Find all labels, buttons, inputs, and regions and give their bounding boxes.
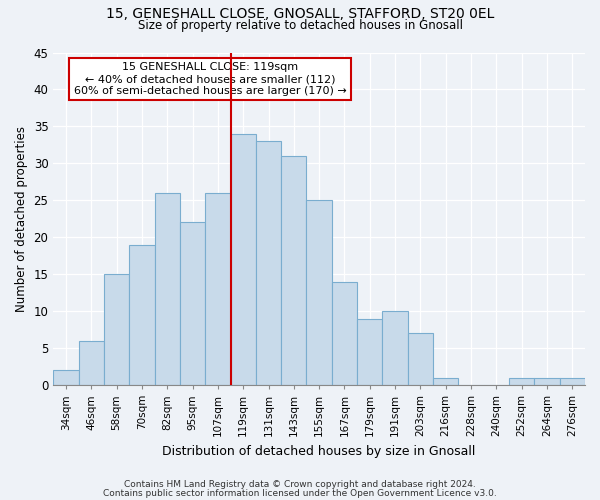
Bar (79, 340, 104, 385)
Bar (155, 193, 180, 385)
Bar (509, 378, 535, 385)
Bar (281, 156, 307, 385)
Bar (408, 334, 433, 385)
Bar (205, 193, 230, 385)
Bar (53, 370, 79, 385)
Text: Contains HM Land Registry data © Crown copyright and database right 2024.: Contains HM Land Registry data © Crown c… (124, 480, 476, 489)
Bar (332, 282, 357, 385)
Bar (307, 200, 332, 385)
Bar (180, 222, 205, 385)
X-axis label: Distribution of detached houses by size in Gnosall: Distribution of detached houses by size … (163, 444, 476, 458)
Bar (230, 134, 256, 385)
Bar (357, 318, 382, 385)
Bar (382, 311, 408, 385)
Y-axis label: Number of detached properties: Number of detached properties (15, 126, 28, 312)
Bar (129, 244, 155, 385)
Bar (256, 141, 281, 385)
Bar (560, 378, 585, 385)
Bar (433, 378, 458, 385)
Text: Size of property relative to detached houses in Gnosall: Size of property relative to detached ho… (137, 19, 463, 32)
Bar (104, 274, 129, 385)
Bar (535, 378, 560, 385)
Text: Contains public sector information licensed under the Open Government Licence v3: Contains public sector information licen… (103, 489, 497, 498)
Text: 15 GENESHALL CLOSE: 119sqm
← 40% of detached houses are smaller (112)
60% of sem: 15 GENESHALL CLOSE: 119sqm ← 40% of deta… (74, 62, 347, 96)
Text: 15, GENESHALL CLOSE, GNOSALL, STAFFORD, ST20 0EL: 15, GENESHALL CLOSE, GNOSALL, STAFFORD, … (106, 8, 494, 22)
